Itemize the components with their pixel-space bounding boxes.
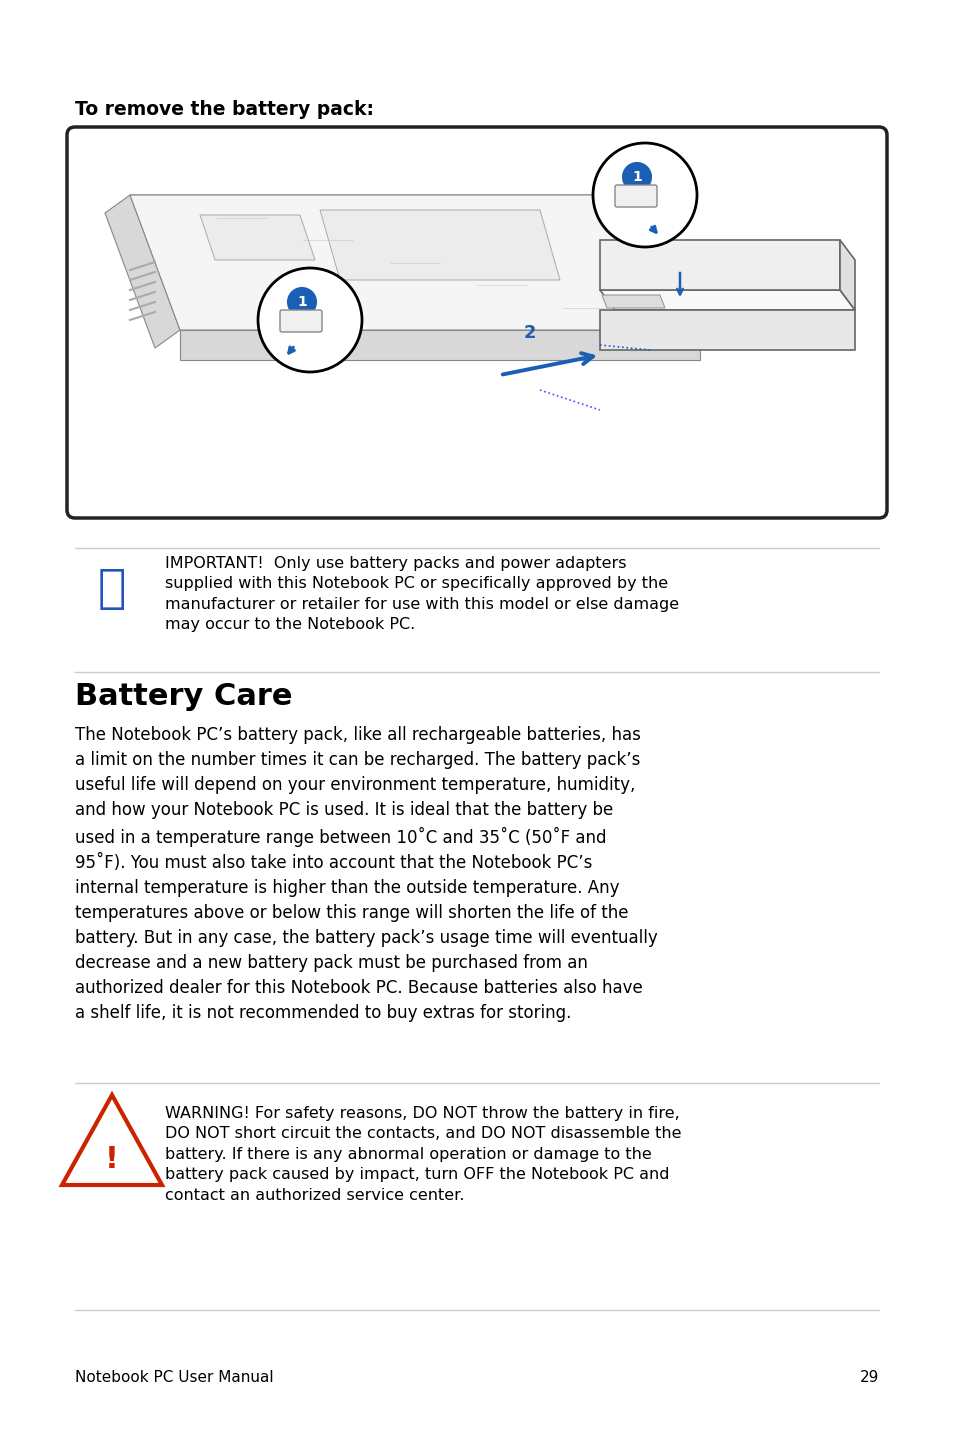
Polygon shape [319, 210, 559, 280]
Text: WARNING! For safety reasons, DO NOT throw the battery in fire,
DO NOT short circ: WARNING! For safety reasons, DO NOT thro… [165, 1106, 680, 1202]
Polygon shape [840, 240, 854, 311]
Text: 2: 2 [523, 324, 536, 342]
Polygon shape [599, 240, 840, 290]
Text: IMPORTANT!  Only use battery packs and power adapters
supplied with this Noteboo: IMPORTANT! Only use battery packs and po… [165, 557, 679, 633]
Polygon shape [105, 196, 180, 348]
Polygon shape [62, 1094, 162, 1185]
Text: The Notebook PC’s battery pack, like all rechargeable batteries, has
a limit on : The Notebook PC’s battery pack, like all… [75, 726, 657, 1022]
Polygon shape [599, 311, 854, 349]
Text: ✋: ✋ [98, 568, 126, 613]
Circle shape [593, 142, 697, 247]
Text: 1: 1 [632, 170, 641, 184]
Polygon shape [130, 196, 700, 329]
Circle shape [288, 288, 315, 316]
Text: 29: 29 [859, 1370, 878, 1385]
Text: Battery Care: Battery Care [75, 682, 293, 710]
Circle shape [257, 267, 361, 372]
Text: 1: 1 [296, 295, 307, 309]
Circle shape [622, 162, 650, 191]
Text: To remove the battery pack:: To remove the battery pack: [75, 101, 374, 119]
FancyBboxPatch shape [67, 127, 886, 518]
Polygon shape [180, 329, 700, 360]
FancyBboxPatch shape [615, 186, 657, 207]
Polygon shape [601, 295, 664, 308]
Polygon shape [649, 196, 700, 360]
Text: Notebook PC User Manual: Notebook PC User Manual [75, 1370, 274, 1385]
Polygon shape [130, 196, 700, 329]
Text: !: ! [105, 1146, 119, 1175]
FancyBboxPatch shape [280, 311, 322, 332]
Polygon shape [200, 216, 314, 260]
Polygon shape [599, 290, 854, 311]
